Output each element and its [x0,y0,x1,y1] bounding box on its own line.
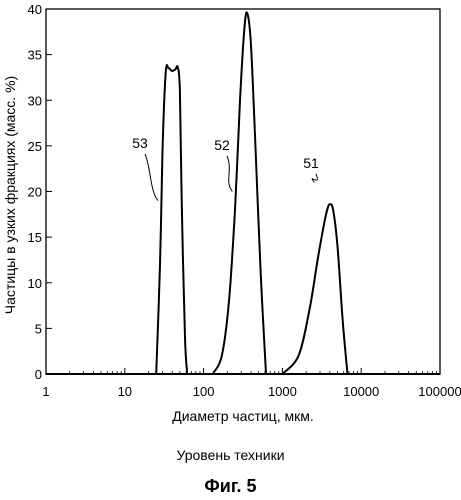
y-tick-label: 25 [28,139,42,154]
annotation-label-53: 53 [132,135,148,151]
y-axis-title: Частицы в узких фракциях (масс. %) [2,76,18,314]
y-tick-label: 20 [28,185,42,200]
y-tick-label: 35 [28,48,42,63]
series-52-line [213,12,266,374]
x-axis-title: Диаметр частиц, мкм. [172,408,314,424]
x-tick-label: 10000 [343,384,379,399]
x-tick-label: 1 [42,384,49,399]
y-tick-label: 10 [28,276,42,291]
x-tick-label: 100 [193,384,215,399]
annotation-label-51: 51 [303,155,319,171]
y-tick-label: 15 [28,230,42,245]
x-tick-label: 10 [118,384,132,399]
y-tick-label: 0 [35,367,42,382]
annotation-leader-51 [312,174,317,182]
figure-subtitle: Уровень техники [0,447,461,463]
y-tick-label: 5 [35,321,42,336]
series-53-line [156,65,187,374]
annotation-label-52: 52 [214,137,230,153]
x-tick-label: 1000 [268,384,297,399]
y-tick-label: 40 [28,2,42,17]
x-tick-label: 100000 [418,384,461,399]
annotation-leader-52 [227,156,232,192]
annotation-leader-53 [145,154,158,201]
y-tick-label: 30 [28,93,42,108]
figure-title: Фиг. 5 [0,476,461,497]
series-51-line [282,204,347,374]
